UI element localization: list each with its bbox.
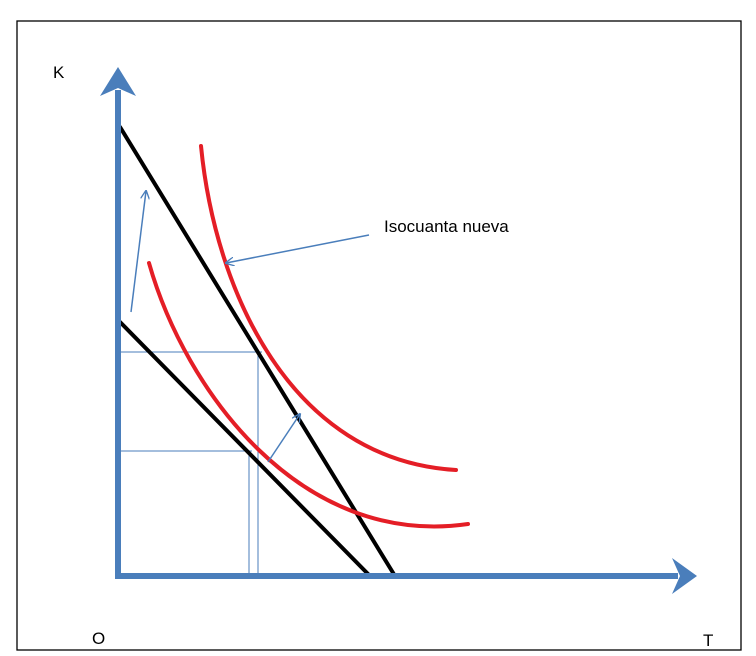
isocost-line-original — [118, 320, 372, 578]
origin-label: O — [92, 629, 106, 648]
y-axis-label: K — [53, 63, 65, 82]
shift-arrow-right — [267, 414, 300, 463]
x-axis-label: T — [703, 631, 714, 650]
isoquant-original — [147, 261, 470, 529]
isoquant-annotation-label: Isocuanta nueva — [384, 217, 509, 236]
isoquant-new — [199, 144, 458, 472]
shift-arrow-left — [130, 191, 146, 313]
y-axis-arrowhead — [100, 67, 136, 96]
isoquant-curves — [147, 144, 470, 529]
isocost-lines — [118, 125, 397, 578]
isocost-line-new — [118, 125, 397, 578]
diagram-frame — [16, 20, 742, 651]
guide-lines — [118, 351, 262, 576]
axes — [115, 90, 678, 579]
label-pointer-arrow — [226, 234, 370, 263]
x-axis-arrowhead — [672, 558, 697, 594]
annotation-arrows — [130, 191, 370, 463]
